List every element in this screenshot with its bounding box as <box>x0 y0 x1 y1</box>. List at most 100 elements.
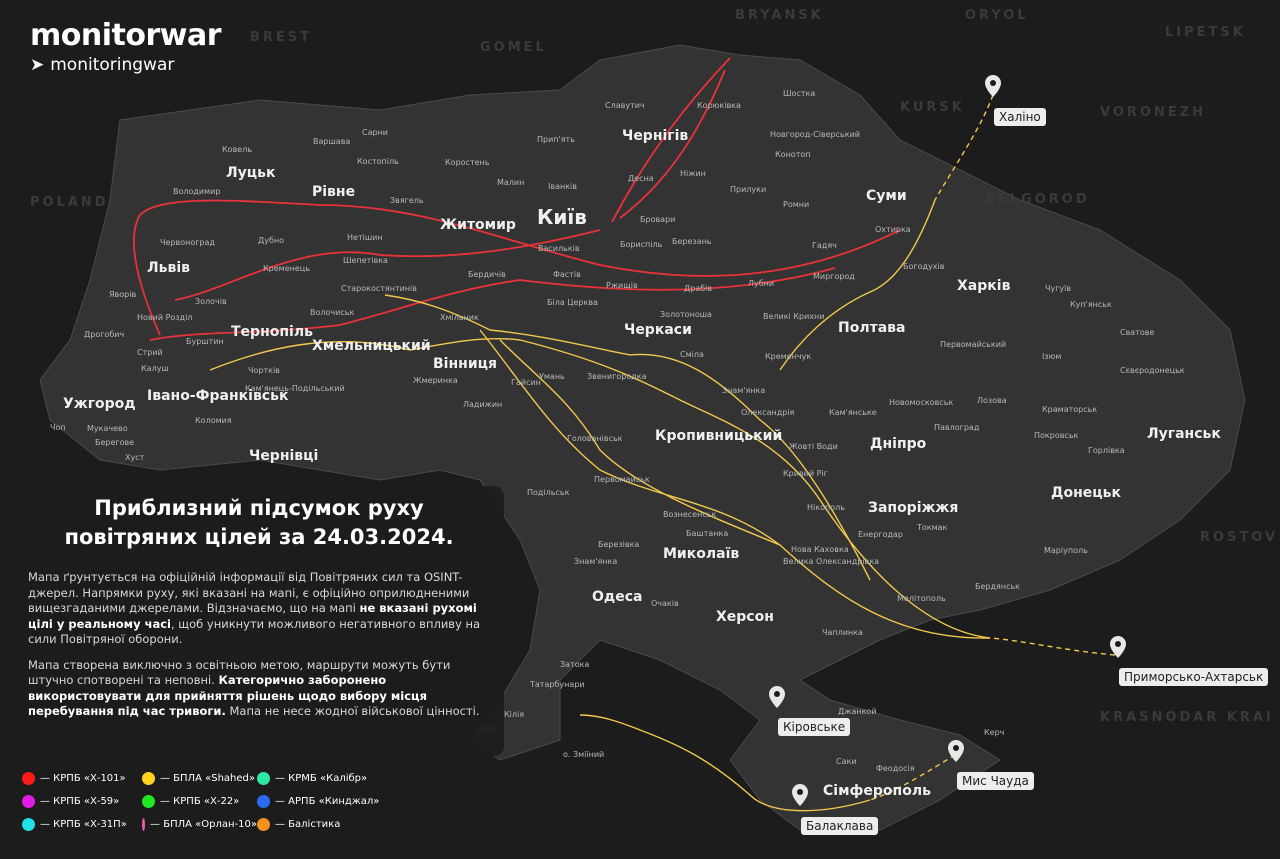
legend-dot-icon <box>22 772 35 785</box>
legend: — КРПБ «Х-101» — БПЛА «Shahed» — КРМБ «Кал… <box>22 772 387 831</box>
location-pin-icon <box>985 75 1001 97</box>
panel-paragraph-2: Мапа створена виключно з освітньою метою… <box>28 657 480 719</box>
city-label: Чернівці <box>249 448 319 464</box>
town-label: Маріуполь <box>1044 546 1088 555</box>
town-label: Корюківка <box>697 101 741 110</box>
legend-item: — АРПБ «Кинджал» <box>257 795 387 808</box>
city-label: Чернігів <box>622 128 689 144</box>
telegram-handle: monitoringwar <box>50 55 175 75</box>
town-label: Кременець <box>263 264 310 273</box>
town-label: Керч <box>984 728 1005 737</box>
launch-point-label: Халіно <box>994 108 1046 126</box>
city-label: Львів <box>147 260 190 276</box>
legend-label: — КРПБ «Х-22» <box>160 796 240 807</box>
town-label: Куп'янськ <box>1070 300 1112 309</box>
country-label: BELGOROD <box>985 192 1090 207</box>
city-label: Вінниця <box>433 356 497 372</box>
town-label: Калуш <box>141 364 169 373</box>
town-label: Яворів <box>109 290 137 299</box>
town-label: Бурштин <box>186 337 224 346</box>
route-x101-4 <box>149 267 836 341</box>
city-label: Ужгород <box>63 396 136 412</box>
town-label: Татарбунари <box>530 680 585 689</box>
telegram-link[interactable]: ➤ monitoringwar <box>30 55 221 75</box>
legend-dot-icon <box>257 772 270 785</box>
town-label: Шостка <box>783 89 816 98</box>
town-label: Звенигородка <box>587 372 647 381</box>
town-label: о. Зміїний <box>563 750 605 759</box>
town-label: Гайсин <box>511 378 541 387</box>
telegram-icon: ➤ <box>30 55 45 75</box>
town-label: Енергодар <box>858 530 903 539</box>
town-label: Костопіль <box>357 157 399 166</box>
country-label: BREST <box>250 30 313 45</box>
town-label: Голованівськ <box>567 434 623 443</box>
legend-label: — КРМБ «Калібр» <box>275 773 368 784</box>
town-label: Мелітополь <box>897 594 946 603</box>
town-label: Червоноград <box>160 238 215 247</box>
town-label: Жмеринка <box>413 376 458 385</box>
city-label: Кропивницький <box>655 428 783 444</box>
town-label: Вознесенськ <box>663 510 717 519</box>
town-label: Кілія <box>504 710 525 719</box>
town-label: Сарни <box>362 128 388 137</box>
route-x101-2 <box>619 69 726 219</box>
town-label: Великі Крихни <box>763 312 825 321</box>
town-label: Покровськ <box>1034 431 1079 440</box>
town-label: Звягель <box>390 196 424 205</box>
country-label: VORONEZH <box>1100 105 1207 120</box>
legend-dot-icon <box>257 795 270 808</box>
legend-label: — АРПБ «Кинджал» <box>275 796 380 807</box>
town-label: Хмільник <box>440 313 479 322</box>
town-label: Кам'янське <box>829 408 877 417</box>
town-label: Драбів <box>684 284 713 293</box>
town-label: Новий Розділ <box>137 313 193 322</box>
town-label: Хуст <box>125 453 145 462</box>
legend-label: — БПЛА «Орлан-10» <box>150 819 257 830</box>
town-label: Очаків <box>651 599 679 608</box>
town-label: Чаплинка <box>822 628 863 637</box>
town-label: Старокостянтинів <box>341 284 417 293</box>
city-label: Полтава <box>838 320 906 336</box>
town-label: Токмак <box>917 523 948 532</box>
city-label: Запоріжжя <box>868 500 959 516</box>
country-label: LIPETSK <box>1165 25 1246 40</box>
city-label: Херсон <box>716 609 774 625</box>
town-label: Кривий Ріг <box>783 469 828 478</box>
legend-item: — БПЛА «Орлан-10» <box>142 818 257 831</box>
legend-label: — КРПБ «Х-31П» <box>40 819 127 830</box>
town-label: Мукачево <box>87 424 128 433</box>
town-label: Бердичів <box>468 270 506 279</box>
legend-dot-icon <box>257 818 270 831</box>
town-label: Берегове <box>95 438 135 447</box>
town-label: Новомосковськ <box>889 398 954 407</box>
country-label: GOMEL <box>480 40 547 55</box>
city-label: Луцьк <box>226 165 276 181</box>
town-label: Нікополь <box>807 503 845 512</box>
town-label: Березань <box>672 237 712 246</box>
town-label: Баштанка <box>686 529 729 538</box>
legend-item: — КРМБ «Калібр» <box>257 772 387 785</box>
town-label: Горлівка <box>1088 446 1125 455</box>
city-label: Харків <box>957 278 1011 294</box>
town-label: Краматорськ <box>1042 405 1098 414</box>
town-label: Бердянськ <box>975 582 1021 591</box>
legend-item: — КРПБ «Х-59» <box>22 795 142 808</box>
town-label: Первомайськ <box>594 475 650 484</box>
launch-point-label: Балаклава <box>801 817 879 835</box>
town-label: Ржищів <box>606 281 638 290</box>
city-label: Хмельницький <box>312 338 431 354</box>
town-label: Васильків <box>538 244 580 253</box>
town-label: Ромни <box>783 200 810 209</box>
town-label: Володимир <box>173 187 221 196</box>
brand-logo: monitorwar ➤ monitoringwar <box>30 18 222 75</box>
town-label: Малин <box>497 178 525 187</box>
town-label: Кам'янець-Подільський <box>245 384 345 393</box>
town-label: Золотоноша <box>660 310 712 319</box>
town-label: Бориспіль <box>620 240 663 249</box>
panel-paragraph-1: Мапа ґрунтується на офіційній інформації… <box>28 570 481 646</box>
country-label: POLAND <box>30 195 109 210</box>
town-label: Іванків <box>548 182 577 191</box>
legend-dot-icon <box>22 795 35 808</box>
